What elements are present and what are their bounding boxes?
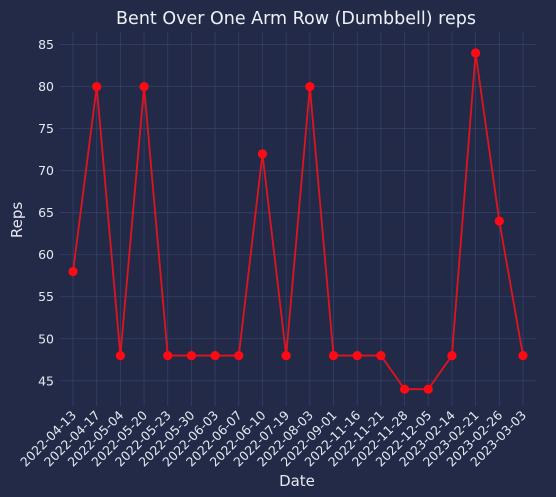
data-point <box>281 350 291 361</box>
y-tick-label: 55 <box>38 289 54 304</box>
x-axis-label: Date <box>279 472 315 490</box>
x-axis-ticks: 2022-04-132022-04-172022-05-042022-05-20… <box>17 407 529 469</box>
data-point <box>494 216 504 226</box>
data-point <box>68 266 78 277</box>
y-tick-label: 60 <box>38 247 54 262</box>
y-tick-label: 70 <box>38 163 54 178</box>
data-point <box>518 350 528 361</box>
data-point <box>163 350 173 361</box>
data-point <box>115 350 125 361</box>
y-axis-label: Reps <box>8 202 26 238</box>
data-point <box>305 82 315 92</box>
data-point <box>471 48 481 58</box>
data-point <box>328 350 339 361</box>
data-point <box>399 384 410 394</box>
data-point <box>139 82 149 92</box>
y-axis-ticks: 45 50 55 60 65 70 75 80 85 <box>38 37 54 388</box>
data-point <box>257 149 268 159</box>
y-tick-label: 65 <box>38 205 54 220</box>
y-tick-label: 45 <box>38 373 54 388</box>
y-tick-label: 80 <box>38 79 54 94</box>
series-line <box>68 48 528 394</box>
y-tick-label: 75 <box>38 121 54 136</box>
series-polyline <box>72 52 524 391</box>
chart-title: Bent Over One Arm Row (Dumbbell) reps <box>116 9 476 29</box>
data-point <box>210 350 220 361</box>
y-tick-label: 50 <box>38 331 54 346</box>
data-point <box>447 350 457 361</box>
y-tick-label: 85 <box>38 37 54 52</box>
data-point <box>423 384 433 394</box>
grid <box>60 32 536 406</box>
data-point <box>186 350 197 361</box>
data-point <box>234 350 244 361</box>
data-point <box>376 350 386 361</box>
data-point <box>352 350 362 361</box>
data-point <box>92 82 102 92</box>
